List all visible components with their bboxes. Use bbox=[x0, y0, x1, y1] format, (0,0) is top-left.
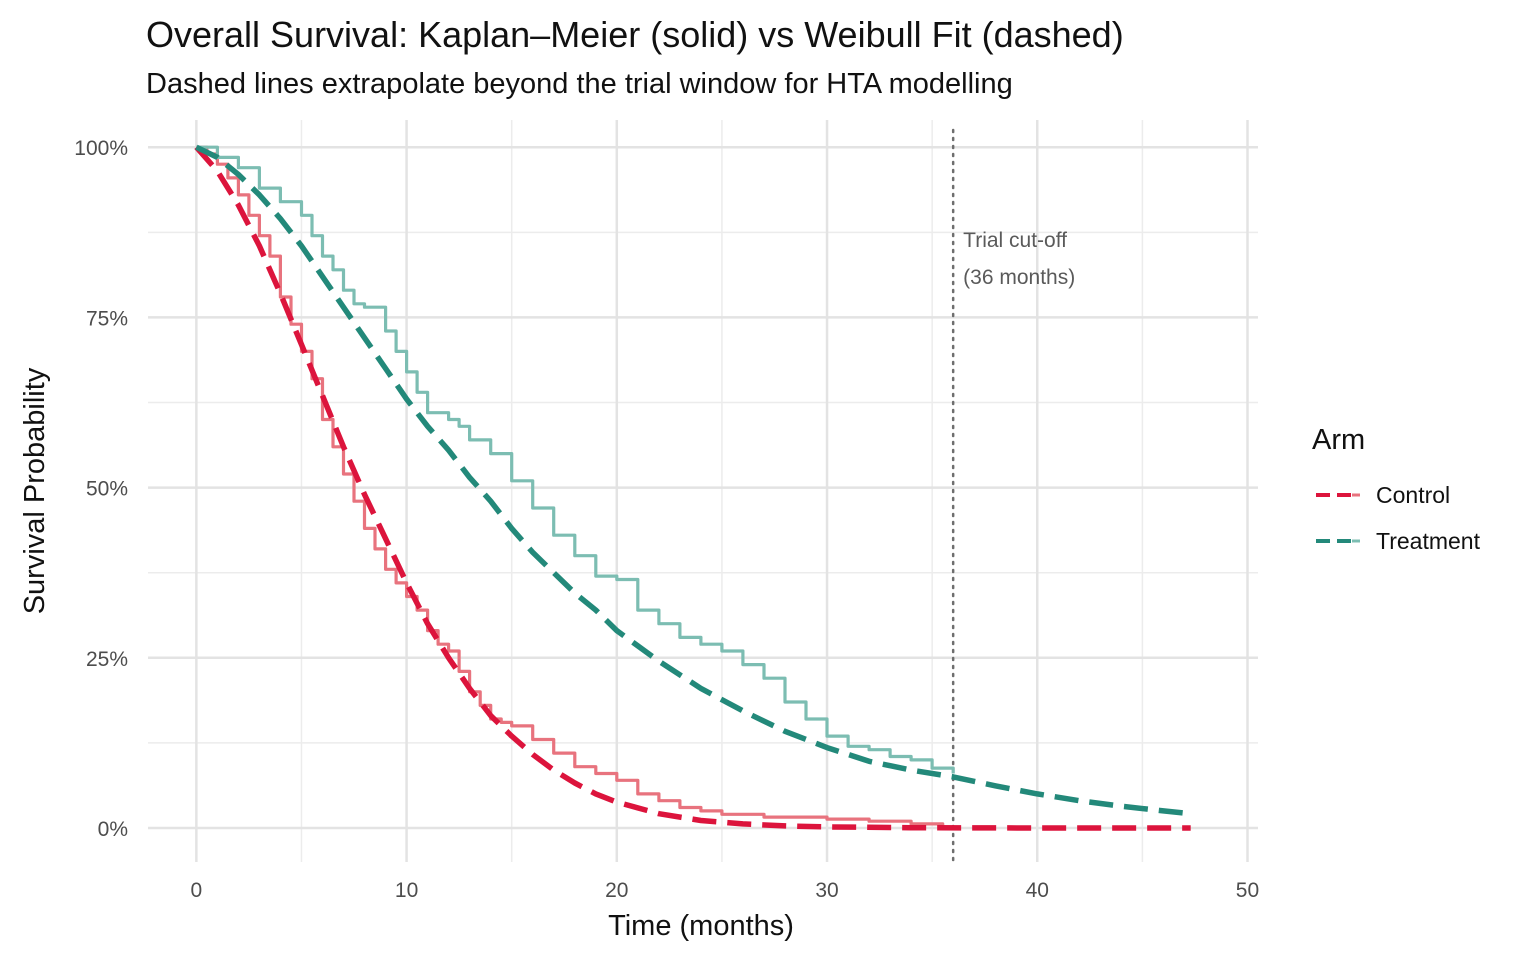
legend-label-control: Control bbox=[1376, 482, 1450, 508]
legend: Arm Control Treatment bbox=[1312, 424, 1481, 554]
chart-subtitle: Dashed lines extrapolate beyond the tria… bbox=[146, 68, 1013, 100]
trial-cutoff: Trial cut-off (36 months) bbox=[951, 128, 1075, 864]
axis-ticks: 0 10 20 30 40 50 0% 25% 50% 75% 100% bbox=[74, 137, 1259, 902]
weibull-fit-control bbox=[194, 145, 1191, 831]
y-tick-label: 0% bbox=[98, 818, 128, 841]
weibull-fit-treatment bbox=[195, 144, 1191, 817]
minor-gridlines bbox=[148, 120, 1258, 862]
chart-title: Overall Survival: Kaplan–Meier (solid) v… bbox=[146, 14, 1124, 55]
y-axis-title: Survival Probability bbox=[19, 367, 51, 614]
cutoff-label-line1: Trial cut-off bbox=[963, 229, 1067, 252]
legend-title: Arm bbox=[1312, 424, 1365, 456]
km-curve-treatment bbox=[196, 145, 955, 774]
y-tick-label: 50% bbox=[86, 478, 128, 501]
x-axis-title: Time (months) bbox=[608, 910, 794, 942]
x-tick-label: 40 bbox=[1026, 879, 1049, 902]
y-tick-label: 75% bbox=[86, 307, 128, 330]
y-tick-label: 25% bbox=[86, 648, 128, 671]
series-lines bbox=[194, 144, 1191, 831]
legend-label-treatment: Treatment bbox=[1376, 528, 1481, 554]
cutoff-label-line2: (36 months) bbox=[963, 266, 1075, 289]
x-tick-label: 20 bbox=[605, 879, 628, 902]
x-tick-label: 30 bbox=[815, 879, 838, 902]
y-tick-label: 100% bbox=[74, 137, 128, 160]
x-tick-label: 0 bbox=[191, 879, 203, 902]
x-tick-label: 10 bbox=[395, 879, 418, 902]
major-gridlines bbox=[148, 120, 1258, 862]
km-curve-control bbox=[196, 145, 945, 826]
x-tick-label: 50 bbox=[1236, 879, 1259, 902]
